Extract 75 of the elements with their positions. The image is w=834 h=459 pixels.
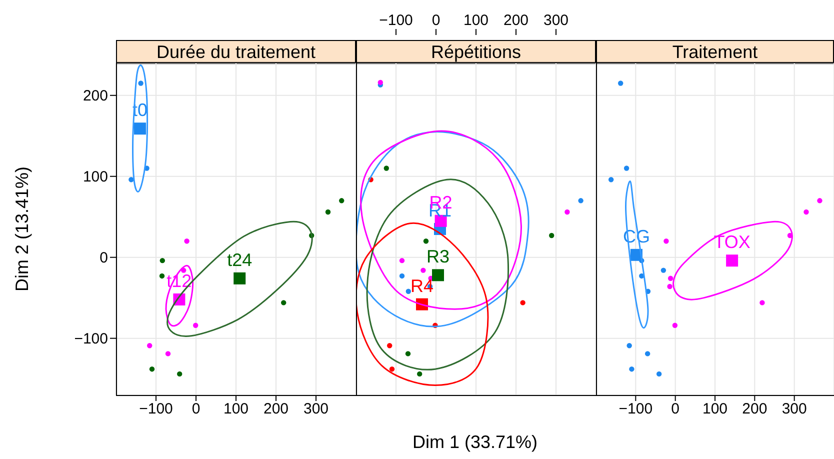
point [618,80,624,86]
point [165,351,171,356]
point [668,276,674,281]
x-tick-label: 0 [432,12,440,29]
point [564,209,570,215]
point [549,232,554,238]
point [624,166,630,171]
point [406,288,411,294]
point [432,269,444,282]
point [399,258,405,264]
point [281,300,286,306]
point [134,122,146,135]
y-tick-label: 0 [100,250,108,267]
point [399,273,405,279]
x-tick-label: 0 [671,400,680,418]
x-tick-label: 100 [223,400,249,418]
chart-title: Traitement [596,40,834,64]
x-tick-label: 0 [192,400,200,418]
x-tick-label: −100 [139,400,173,418]
x-axis-title: Dim 1 (33.71%) [411,432,539,453]
point [405,351,411,356]
x-tick-label: 300 [303,400,329,418]
point [184,238,190,244]
point [128,177,134,182]
x-tick-label: 300 [543,12,569,29]
y-axis-title: Dim 2 (13.41%) [11,165,33,294]
point [726,254,738,267]
point [159,273,165,279]
x-tick-label: 200 [742,400,768,418]
x-tick-label: 100 [463,12,489,29]
point [760,300,765,306]
point [817,198,822,204]
point [387,343,392,348]
point [234,272,246,284]
point [804,209,809,215]
y-tick-label: 100 [82,168,108,186]
x-tick-label: 300 [782,400,807,418]
x-tick-label: 200 [503,12,529,29]
point [664,238,669,244]
point [520,300,526,306]
point [423,238,429,244]
x-tick-label: 200 [263,400,289,418]
point [420,268,426,273]
point [147,343,152,348]
point [384,166,389,171]
x-tick-label: −100 [618,400,653,418]
x-tick-label: 100 [702,400,728,418]
point [578,198,584,204]
chart-title: Durée du traitement [116,40,356,64]
point [160,258,165,264]
point [672,322,678,328]
point [149,366,155,372]
point [656,371,662,377]
series-label: R4 [410,276,434,296]
x-tick-label: −100 [379,12,413,29]
series-label: TOX [714,232,750,252]
point [660,268,666,273]
point [339,198,344,204]
y-tick-label: 200 [82,88,108,105]
chart-title: Répétitions [356,40,596,64]
series-label: R3 [426,246,450,267]
point [626,343,632,348]
point [389,366,395,372]
y-tick-label: −100 [74,330,108,348]
point [138,80,144,86]
point [667,284,672,290]
point [417,371,422,377]
point [629,366,634,372]
point [644,351,650,356]
series-label: t24 [227,250,252,270]
point [193,322,198,328]
point [177,371,182,377]
point [608,177,614,182]
point [325,209,331,215]
point [378,80,383,86]
